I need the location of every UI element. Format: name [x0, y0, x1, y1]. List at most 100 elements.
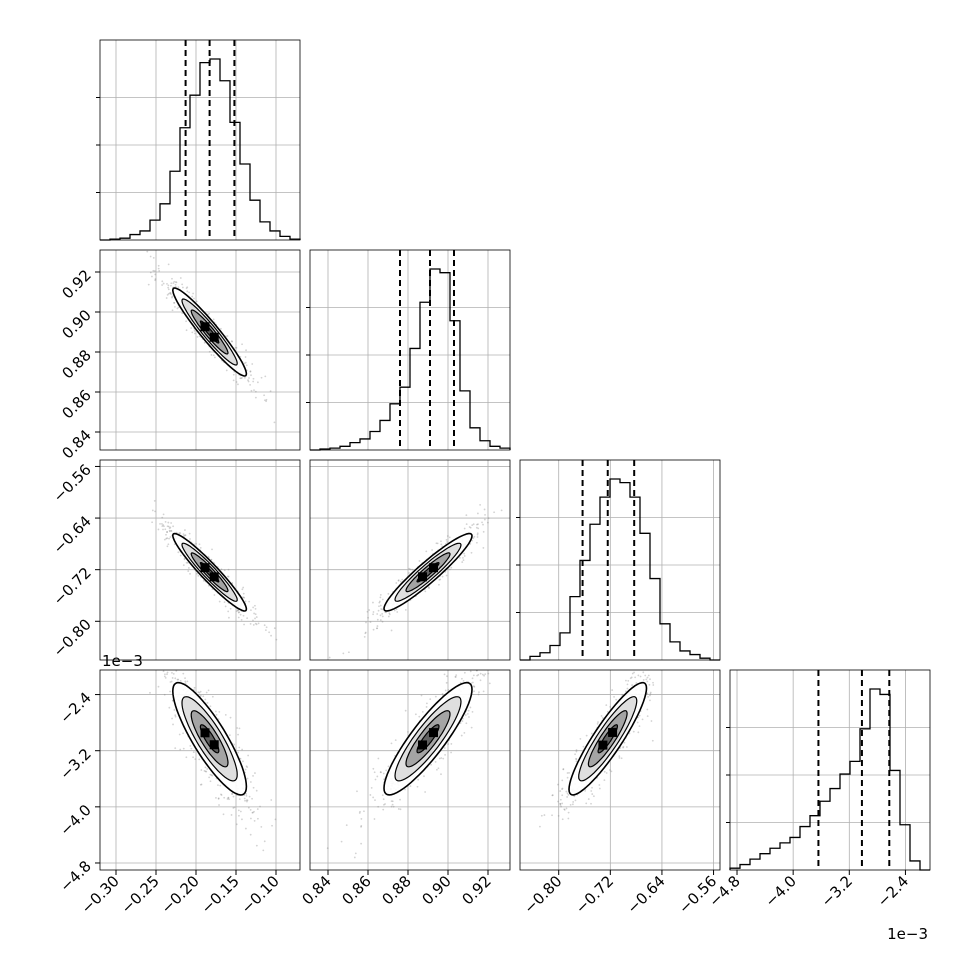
scatter-point	[220, 793, 222, 796]
scatter-point	[356, 790, 358, 793]
scatter-point	[414, 713, 417, 716]
scatter-point	[230, 814, 233, 816]
scatter-panel-2-3	[519, 664, 721, 871]
scatter-point	[477, 661, 479, 663]
scatter-point	[626, 687, 629, 690]
scatter-point	[207, 689, 210, 692]
scatter-point	[382, 808, 385, 811]
scatter-point	[482, 523, 484, 526]
scatter-point	[242, 760, 244, 763]
scatter-point	[425, 550, 428, 553]
scatter-point	[641, 718, 644, 721]
scatter-point	[441, 575, 444, 578]
scatter-point	[404, 709, 407, 712]
scatter-point	[161, 522, 163, 525]
scatter-point	[231, 340, 233, 343]
scatter-point	[645, 665, 647, 667]
scatter-point	[479, 672, 482, 675]
scatter-point	[461, 561, 464, 563]
scatter-point	[387, 765, 390, 768]
scatter-point	[372, 628, 375, 631]
scatter-point	[475, 541, 478, 544]
scatter-point	[232, 795, 235, 798]
scatter-point	[438, 578, 441, 581]
scatter-point	[382, 772, 385, 775]
scatter-point	[200, 783, 203, 786]
scatter-point	[585, 734, 588, 737]
scatter-point	[372, 796, 375, 799]
scatter-point	[136, 635, 138, 637]
scatter-point	[460, 734, 463, 737]
scatter-point	[491, 645, 493, 647]
scatter-point	[229, 716, 232, 719]
scatter-point	[652, 681, 654, 684]
y-tick-label: 0.84	[58, 426, 94, 462]
scatter-point	[455, 674, 458, 677]
scatter-point	[250, 609, 252, 611]
scatter-point	[479, 679, 482, 682]
scatter-point	[567, 817, 570, 820]
scatter-point	[646, 692, 649, 695]
scatter-point	[461, 677, 463, 680]
scatter-point	[243, 797, 246, 800]
scatter-point	[328, 656, 331, 659]
scatter-point	[256, 381, 259, 384]
scatter-point	[251, 797, 253, 800]
scatter-point	[409, 568, 412, 571]
scatter-point	[610, 770, 613, 773]
scatter-point	[378, 605, 380, 608]
scatter-point	[603, 779, 606, 782]
scatter-point	[431, 549, 434, 551]
scatter-point	[173, 302, 175, 304]
scatter-point	[565, 807, 568, 810]
x-tick-label: −0.15	[198, 872, 243, 917]
scatter-point	[242, 614, 245, 617]
scatter-point	[592, 795, 595, 798]
scatter-point	[169, 292, 172, 294]
scatter-point	[246, 777, 249, 780]
scatter-point	[394, 739, 397, 742]
scatter-point	[167, 288, 170, 291]
scatter-point	[208, 776, 211, 779]
scatter-point	[170, 680, 173, 683]
scatter-point	[207, 584, 210, 587]
scatter-point	[210, 354, 213, 356]
scatter-point	[213, 594, 216, 596]
scatter-point	[462, 559, 465, 561]
scatter-point	[174, 715, 177, 718]
scatter-point	[228, 616, 230, 619]
scatter-point	[197, 574, 200, 577]
scatter-point	[458, 556, 461, 559]
scatter-point	[399, 798, 401, 801]
histogram-step-line	[100, 58, 301, 241]
scatter-point	[450, 667, 452, 669]
scatter-point	[395, 608, 398, 611]
scatter-point	[562, 768, 565, 771]
scatter-point	[268, 631, 271, 634]
scatter-point	[582, 745, 585, 748]
scatter-point	[263, 840, 266, 843]
scatter-point	[440, 540, 442, 543]
scatter-point	[376, 775, 379, 778]
scatter-point	[649, 664, 651, 666]
scatter-point	[383, 803, 385, 806]
scatter-point	[447, 689, 450, 691]
scatter-point	[246, 617, 249, 620]
scatter-point	[227, 797, 230, 799]
histogram-panel-1	[306, 249, 511, 451]
scatter-point	[428, 587, 430, 589]
scatter-point	[249, 833, 252, 836]
scatter-point	[609, 769, 611, 771]
scatter-point	[379, 593, 382, 596]
scatter-point	[230, 340, 233, 343]
scatter-panel-0-2	[99, 459, 301, 661]
scatter-point	[472, 674, 475, 677]
scatter-point	[252, 377, 255, 380]
scatter-point	[171, 309, 174, 312]
scatter-point	[198, 758, 201, 761]
y-tick-label: −2.4	[56, 689, 94, 727]
scatter-point	[374, 799, 376, 802]
scatter-panel-1-2	[309, 459, 511, 661]
scatter-point	[252, 606, 255, 609]
scatter-point	[259, 805, 261, 808]
